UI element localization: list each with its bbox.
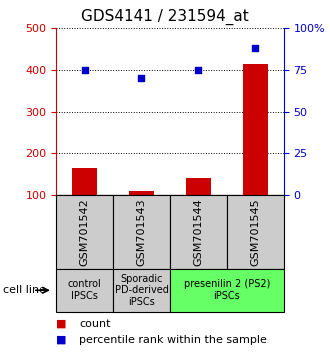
Bar	[227, 195, 284, 269]
Bar	[185, 178, 211, 195]
Point	[253, 45, 258, 51]
Text: control
IPSCs: control IPSCs	[68, 279, 101, 301]
Point	[82, 67, 87, 73]
Bar	[56, 269, 113, 312]
Text: cell line: cell line	[3, 285, 46, 295]
Point	[196, 67, 201, 73]
Bar	[72, 168, 97, 195]
Bar	[56, 195, 113, 269]
Text: percentile rank within the sample: percentile rank within the sample	[79, 335, 267, 345]
Text: Sporadic
PD-derived
iPSCs: Sporadic PD-derived iPSCs	[115, 274, 168, 307]
Text: GSM701544: GSM701544	[193, 198, 203, 266]
Bar	[129, 190, 154, 195]
Text: ■: ■	[56, 319, 67, 329]
Text: presenilin 2 (PS2)
iPSCs: presenilin 2 (PS2) iPSCs	[184, 279, 270, 301]
Text: GSM701543: GSM701543	[137, 198, 147, 266]
Point	[139, 75, 144, 81]
Text: GDS4141 / 231594_at: GDS4141 / 231594_at	[81, 9, 249, 25]
Text: ■: ■	[56, 335, 67, 345]
Text: GSM701545: GSM701545	[250, 198, 260, 266]
Text: GSM701542: GSM701542	[80, 198, 89, 266]
Bar	[243, 64, 268, 195]
Bar	[113, 195, 170, 269]
Bar	[170, 195, 227, 269]
Bar	[113, 269, 170, 312]
Bar	[170, 269, 284, 312]
Text: count: count	[79, 319, 111, 329]
